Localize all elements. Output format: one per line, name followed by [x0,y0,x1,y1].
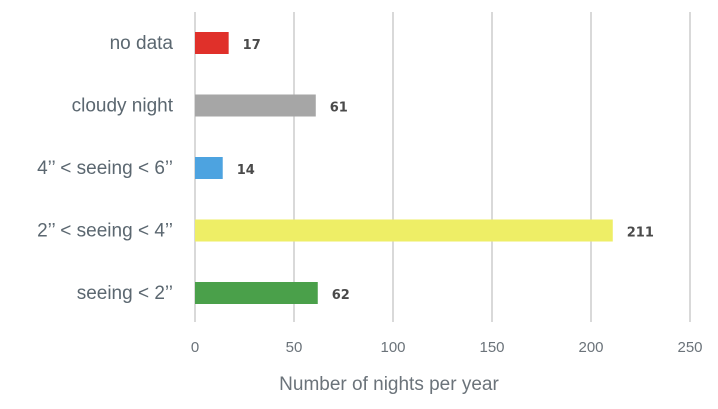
bar-1 [195,94,316,117]
data-label-0: 17 [243,38,261,53]
x-tick-label-2: 100 [380,339,405,356]
data-label-4: 62 [332,288,350,303]
x-tick-label-1: 50 [286,339,303,356]
x-tick-label-0: 0 [191,339,199,356]
data-labels: 17 61 14 211 62 [237,38,654,303]
data-label-1: 61 [330,101,348,116]
x-axis-title: Number of nights per year [279,374,499,395]
x-tick-labels: 0 50 100 150 200 250 [191,339,703,356]
data-label-3: 211 [627,226,654,241]
category-label-1: cloudy night [72,96,174,117]
x-tick-label-5: 250 [677,339,702,356]
category-label-3: 2’’ < seeing < 4’’ [37,221,173,242]
x-tick-label-3: 150 [479,339,504,356]
bars [195,32,613,304]
category-label-0: no data [110,33,174,54]
x-tick-label-4: 200 [578,339,603,356]
category-label-2: 4’’ < seeing < 6’’ [37,158,173,179]
category-label-4: seeing < 2’’ [77,283,173,304]
gridlines [194,12,691,322]
bar-2 [195,157,223,179]
bar-0 [195,32,229,54]
category-labels: no data cloudy night 4’’ < seeing < 6’’ 2’’… [37,33,174,304]
bar-4 [195,282,318,304]
bar-3 [195,219,613,242]
data-label-2: 14 [237,163,255,178]
